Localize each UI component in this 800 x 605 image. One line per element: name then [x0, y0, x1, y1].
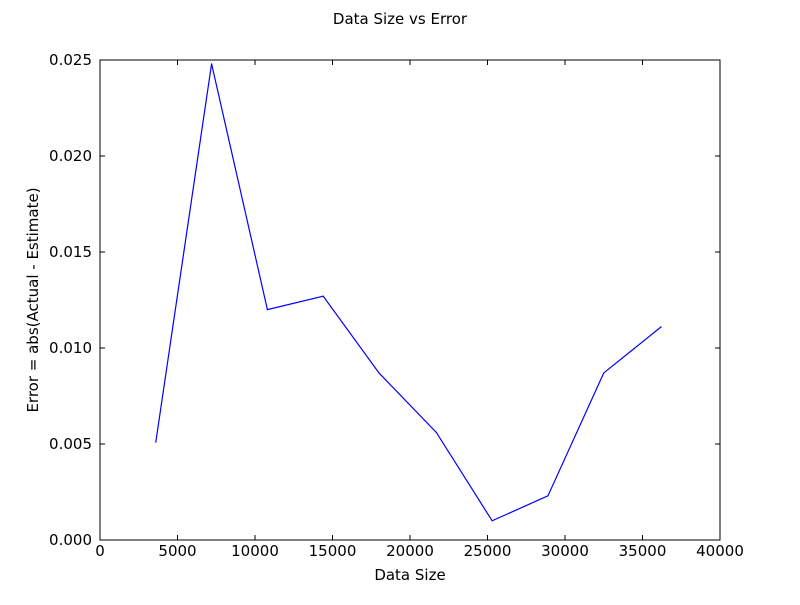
data-point: [435, 431, 437, 434]
series-line: [155, 63, 662, 522]
data-point: [491, 520, 493, 522]
data-point: [155, 441, 157, 443]
data-point: [378, 372, 380, 374]
y-tick-label: 0.015: [49, 243, 92, 261]
x-tick-label: 30000: [541, 542, 589, 560]
chart-title: Data Size vs Error: [333, 10, 468, 28]
x-tick-label: 35000: [619, 542, 667, 560]
plot-area: [155, 63, 662, 522]
y-tick-label: 0.010: [49, 339, 92, 357]
data-point: [660, 326, 662, 328]
x-tick-label: 40000: [696, 542, 744, 560]
y-axis-label: Error = abs(Actual - Estimate): [24, 187, 42, 412]
y-tick-label: 0.005: [49, 435, 92, 453]
y-tick-label: 0.020: [49, 147, 92, 165]
x-tick-label: 25000: [464, 542, 512, 560]
data-point: [603, 372, 605, 374]
x-tick-label: 10000: [231, 542, 279, 560]
axes-frame: [99, 59, 721, 541]
data-point: [322, 295, 324, 297]
y-tick-label: 0.025: [49, 51, 92, 69]
x-axis-label: Data Size: [374, 566, 445, 584]
data-point: [211, 63, 213, 65]
x-tick-label: 5000: [158, 542, 196, 560]
y-tick-label: 0.000: [49, 531, 92, 549]
x-tick-label: 20000: [386, 542, 434, 560]
data-point: [547, 495, 549, 497]
x-tick-label: 0: [95, 542, 105, 560]
axis-ticks: 0 5000 10000 15000 20000 25000 30000 35000 40000…: [49, 51, 744, 560]
data-point: [266, 309, 268, 311]
x-tick-label: 15000: [309, 542, 357, 560]
